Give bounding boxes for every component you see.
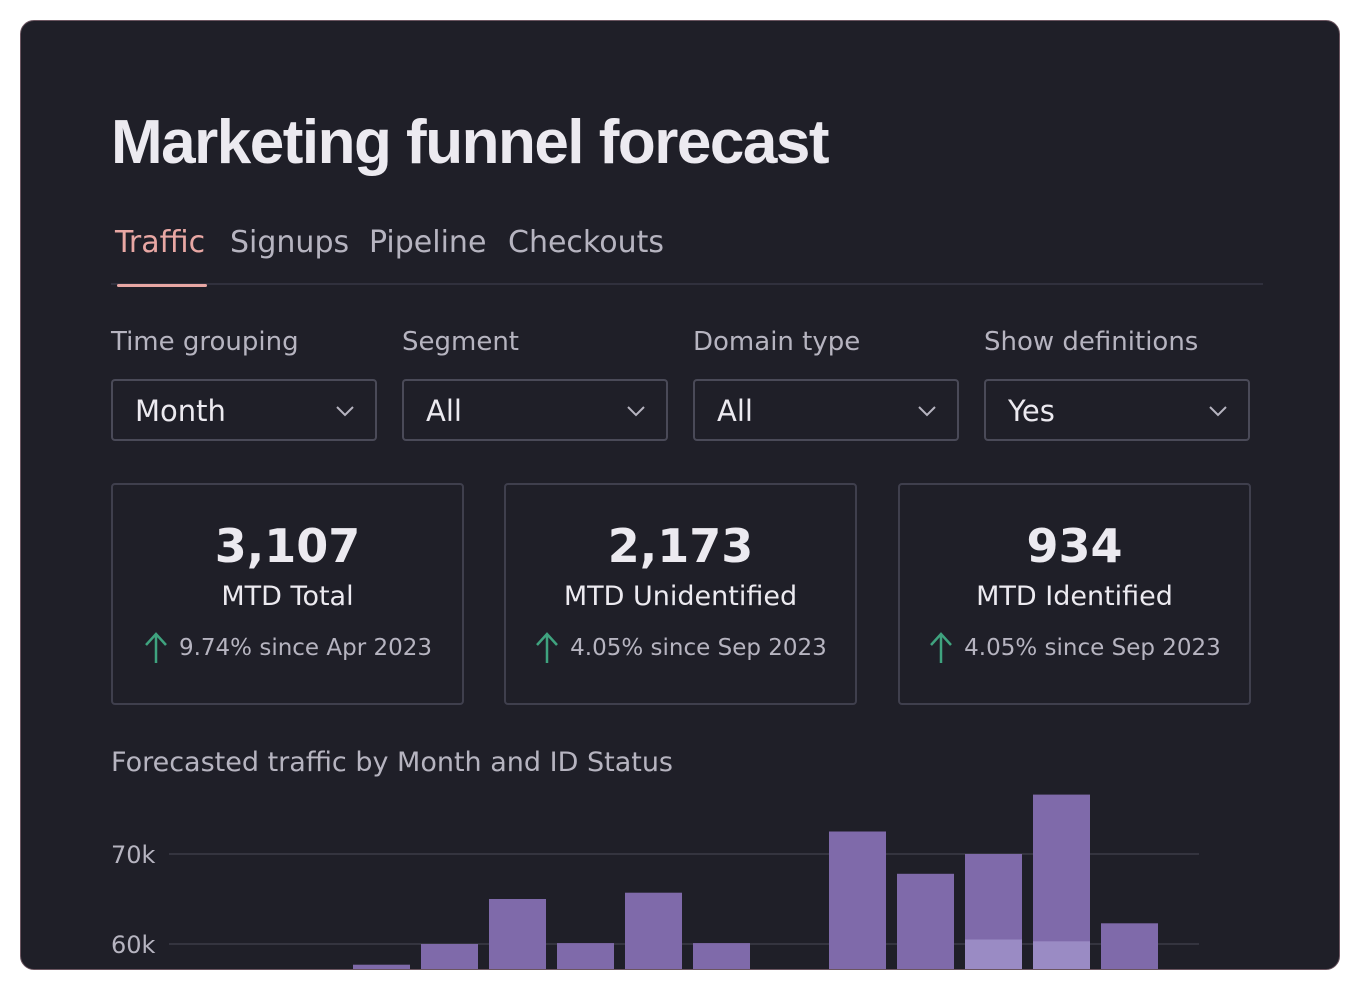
time-grouping-select[interactable]: Month: [111, 379, 377, 441]
kpi-delta: 4.05% since Sep 2023: [900, 631, 1249, 665]
kpi-delta-text: 4.05% since Sep 2023: [964, 635, 1221, 661]
show-definitions-label: Show definitions: [984, 327, 1199, 357]
segment-select[interactable]: All: [402, 379, 668, 441]
y-tick-label: 70k: [111, 841, 156, 869]
kpi-value: 934: [1026, 519, 1123, 573]
kpi-card-total: 3,107 MTD Total 9.74% since Apr 2023: [111, 483, 464, 705]
segment-label: Segment: [402, 327, 519, 357]
arrow-up-icon: [930, 632, 953, 663]
bar-primary[interactable]: [557, 943, 614, 970]
arrow-up-icon: [536, 632, 559, 663]
kpi-label: MTD Unidentified: [563, 581, 798, 612]
chevron-down-icon: [1209, 406, 1227, 417]
chevron-down-icon: [336, 406, 354, 417]
arrow-up-icon: [145, 632, 167, 663]
segment-value: All: [426, 394, 462, 428]
domain-type-value: All: [717, 394, 753, 428]
bar-primary[interactable]: [1101, 923, 1158, 970]
bar-primary[interactable]: [693, 943, 750, 970]
kpi-card-unidentified: 2,173 MTD Unidentified 4.05% since Sep 2…: [504, 483, 857, 705]
traffic-bar-chart: 70k 60k: [111, 794, 1199, 971]
tab-bar: Traffic Signups Pipeline Checkouts: [111, 225, 1263, 287]
kpi-delta: 9.74% since Apr 2023: [113, 631, 462, 665]
bar-primary[interactable]: [489, 899, 546, 970]
bar-primary[interactable]: [829, 831, 886, 971]
bar-primary[interactable]: [625, 892, 682, 970]
y-tick-label: 60k: [111, 931, 156, 959]
page-title: Marketing funnel forecast: [111, 108, 829, 177]
kpi-label: MTD Identified: [976, 581, 1173, 612]
kpi-delta-text: 4.05% since Sep 2023: [570, 635, 827, 661]
kpi-label: MTD Total: [221, 581, 354, 612]
bar-primary[interactable]: [897, 873, 954, 970]
tab-traffic[interactable]: Traffic: [115, 225, 208, 287]
tab-signups[interactable]: Signups: [230, 225, 350, 260]
kpi-value: 2,173: [607, 519, 754, 573]
show-definitions-select[interactable]: Yes: [984, 379, 1250, 441]
kpi-delta-text: 9.74% since Apr 2023: [178, 635, 433, 661]
bar-primary[interactable]: [421, 944, 478, 970]
domain-type-label: Domain type: [693, 327, 861, 357]
bar-secondary[interactable]: [1033, 941, 1090, 970]
bar-primary[interactable]: [353, 964, 410, 970]
chevron-down-icon: [918, 406, 936, 417]
kpi-value: 3,107: [214, 519, 361, 573]
chevron-down-icon: [627, 406, 645, 417]
kpi-delta: 4.05% since Sep 2023: [506, 631, 855, 665]
bar-primary[interactable]: [1033, 794, 1090, 970]
bar-secondary[interactable]: [965, 939, 1022, 971]
tab-pipeline[interactable]: Pipeline: [369, 225, 487, 260]
time-grouping-value: Month: [135, 394, 226, 428]
show-definitions-value: Yes: [1008, 394, 1055, 428]
chart-title: Forecasted traffic by Month and ID Statu…: [111, 747, 674, 778]
kpi-card-identified: 934 MTD Identified 4.05% since Sep 2023: [898, 483, 1251, 705]
tab-checkouts[interactable]: Checkouts: [508, 225, 664, 260]
domain-type-select[interactable]: All: [693, 379, 959, 441]
dashboard-card: Marketing funnel forecast Traffic Signup…: [20, 20, 1340, 970]
time-grouping-label: Time grouping: [111, 327, 299, 357]
